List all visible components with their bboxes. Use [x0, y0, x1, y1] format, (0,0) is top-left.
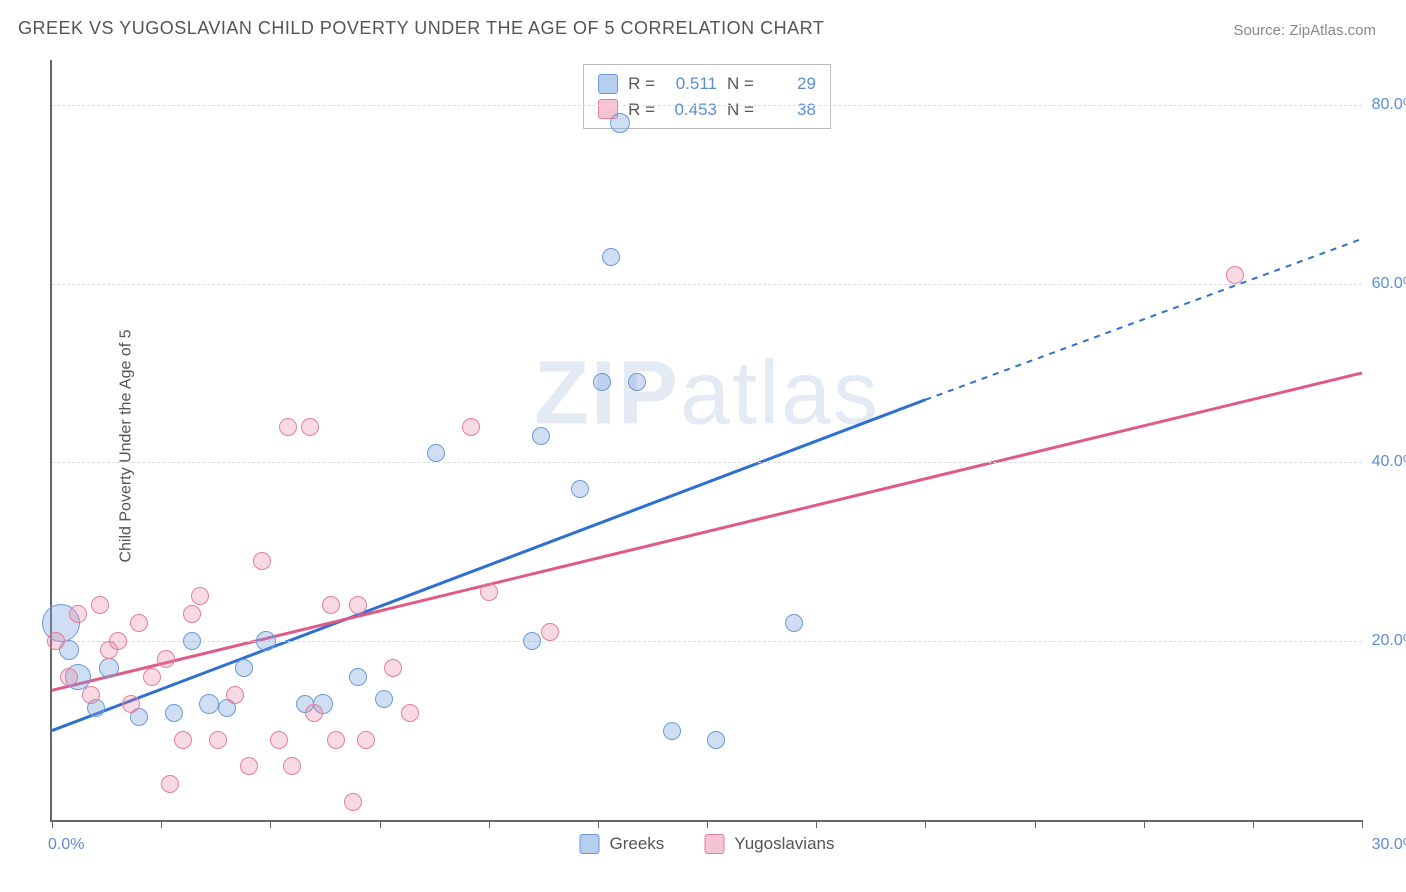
page-title: GREEK VS YUGOSLAVIAN CHILD POVERTY UNDER… — [18, 18, 824, 39]
data-point — [349, 596, 367, 614]
data-point — [270, 731, 288, 749]
x-tick-label: 30.0% — [1372, 836, 1406, 854]
data-point — [279, 418, 297, 436]
data-point — [427, 444, 445, 462]
x-tick — [270, 820, 271, 828]
data-point — [384, 659, 402, 677]
legend-label: Yugoslavians — [734, 834, 834, 854]
x-tick — [380, 820, 381, 828]
y-tick-label: 40.0% — [1372, 453, 1406, 471]
legend-label: Greeks — [610, 834, 665, 854]
x-tick — [925, 820, 926, 828]
data-point — [165, 704, 183, 722]
data-point — [256, 631, 276, 651]
r-label: R = — [628, 97, 655, 123]
data-point — [305, 704, 323, 722]
x-tick — [598, 820, 599, 828]
data-point — [109, 632, 127, 650]
data-point — [532, 427, 550, 445]
data-point — [47, 632, 65, 650]
y-tick-label: 80.0% — [1372, 96, 1406, 114]
data-point — [602, 248, 620, 266]
data-point — [60, 668, 78, 686]
data-point — [122, 695, 140, 713]
y-tick-label: 20.0% — [1372, 632, 1406, 650]
r-label: R = — [628, 71, 655, 97]
gridline — [52, 284, 1362, 285]
legend-item-greeks: Greeks — [580, 834, 665, 854]
data-point — [240, 757, 258, 775]
data-point — [143, 668, 161, 686]
data-point — [322, 596, 340, 614]
data-point — [401, 704, 419, 722]
data-point — [610, 113, 630, 133]
data-point — [253, 552, 271, 570]
n-label: N = — [727, 97, 754, 123]
chart-area: ZIPatlas R = 0.511 N = 29 R = 0.453 N = … — [50, 60, 1362, 822]
n-value: 29 — [764, 71, 816, 97]
data-point — [571, 480, 589, 498]
data-point — [707, 731, 725, 749]
x-tick — [816, 820, 817, 828]
bottom-legend: Greeks Yugoslavians — [580, 834, 835, 854]
data-point — [91, 596, 109, 614]
data-point — [161, 775, 179, 793]
data-point — [82, 686, 100, 704]
data-point — [480, 583, 498, 601]
data-point — [523, 632, 541, 650]
data-point — [344, 793, 362, 811]
data-point — [99, 658, 119, 678]
x-tick — [707, 820, 708, 828]
data-point — [375, 690, 393, 708]
data-point — [157, 650, 175, 668]
gridline — [52, 641, 1362, 642]
data-point — [349, 668, 367, 686]
x-tick — [489, 820, 490, 828]
gridline — [52, 462, 1362, 463]
y-tick-label: 60.0% — [1372, 275, 1406, 293]
swatch-greeks-icon — [598, 74, 618, 94]
x-tick — [1362, 820, 1363, 828]
n-value: 38 — [764, 97, 816, 123]
data-point — [593, 373, 611, 391]
x-tick — [1253, 820, 1254, 828]
data-point — [283, 757, 301, 775]
swatch-greeks-icon — [580, 834, 600, 854]
x-tick — [161, 820, 162, 828]
data-point — [199, 694, 219, 714]
regression-lines — [52, 60, 1362, 820]
x-tick — [1144, 820, 1145, 828]
data-point — [183, 632, 201, 650]
swatch-yugoslavians-icon — [704, 834, 724, 854]
data-point — [541, 623, 559, 641]
n-label: N = — [727, 71, 754, 97]
data-point — [785, 614, 803, 632]
data-point — [301, 418, 319, 436]
x-tick — [1035, 820, 1036, 828]
data-point — [663, 722, 681, 740]
data-point — [191, 587, 209, 605]
data-point — [183, 605, 201, 623]
data-point — [357, 731, 375, 749]
data-point — [69, 605, 87, 623]
data-point — [327, 731, 345, 749]
r-value: 0.511 — [665, 71, 717, 97]
data-point — [226, 686, 244, 704]
stats-row-greeks: R = 0.511 N = 29 — [598, 71, 816, 97]
legend-item-yugoslavians: Yugoslavians — [704, 834, 834, 854]
x-tick-label: 0.0% — [48, 836, 84, 854]
data-point — [235, 659, 253, 677]
r-value: 0.453 — [665, 97, 717, 123]
source-label: Source: ZipAtlas.com — [1233, 22, 1376, 39]
data-point — [174, 731, 192, 749]
data-point — [1226, 266, 1244, 284]
stats-row-yugoslavians: R = 0.453 N = 38 — [598, 97, 816, 123]
gridline — [52, 105, 1362, 106]
data-point — [462, 418, 480, 436]
x-tick — [52, 820, 53, 828]
data-point — [209, 731, 227, 749]
data-point — [130, 614, 148, 632]
data-point — [628, 373, 646, 391]
